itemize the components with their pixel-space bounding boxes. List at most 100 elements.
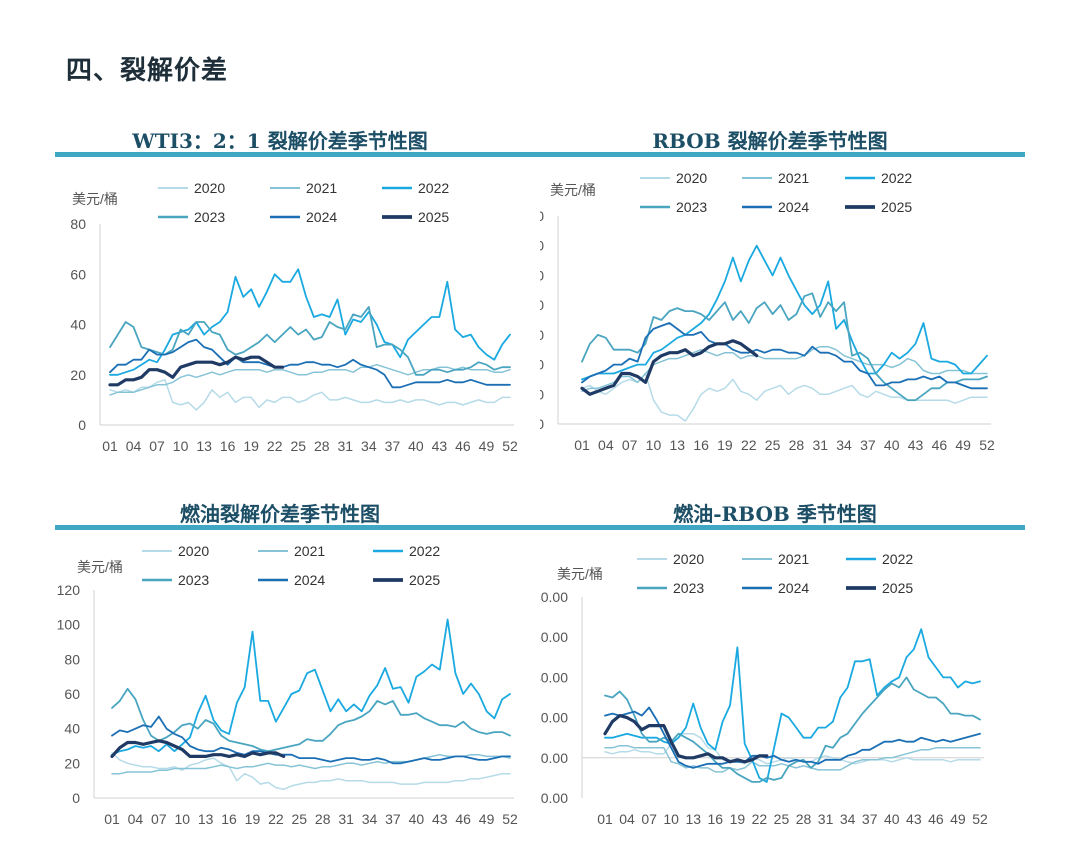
chart-wti-crack: 美元/桶 0 20 40 60 80 01 04 07 10 13 16 19 22 25 28 31 34 37 4… (70, 180, 518, 454)
series-line-2025 (110, 739, 286, 758)
x-tick-label: 10 (663, 811, 679, 827)
legend-label-2025: 2025 (882, 580, 913, 596)
series-line-2025 (580, 339, 759, 396)
x-tick-label: 40 (408, 438, 424, 454)
x-tick-label: 16 (693, 437, 709, 453)
x-tick-label: 19 (245, 811, 261, 827)
series-line-2025 (603, 714, 769, 764)
y-tick-label: 0.00 (541, 750, 568, 766)
x-tick-label: 01 (574, 437, 590, 453)
x-tick-label: 49 (950, 811, 966, 827)
y-tick-label: 50 (540, 267, 544, 283)
y-tick-label: -20.00 (540, 790, 568, 806)
x-tick-label: 01 (104, 811, 120, 827)
series-line-2022 (581, 244, 988, 381)
title-rule (55, 525, 545, 530)
chart-title: 燃油-RBOB 季节性图 (673, 502, 877, 526)
x-tick-label: 04 (598, 437, 614, 453)
chart-rbob-crack: 美元/桶 0 10 20 30 40 50 60 70 01 04 07 10 13 16 19 22 25 28 3… (540, 170, 995, 453)
y-tick-label: 40 (64, 721, 80, 737)
y-tick-label: 100 (57, 617, 81, 633)
y-tick-label: 20 (64, 755, 80, 771)
series-line-2022 (109, 268, 511, 376)
x-tick-label: 43 (432, 811, 448, 827)
x-tick-label: 28 (314, 438, 330, 454)
chart-panel-fuel-oil-crack: 燃油裂解价差季节性图 美元/桶 0 20 40 60 80 100 120 01 04 07 10 13… (55, 502, 545, 827)
series-line-2023 (581, 292, 988, 402)
x-tick-label: 13 (198, 811, 214, 827)
y-tick-label: 10 (540, 386, 544, 402)
x-tick-label: 46 (455, 811, 471, 827)
series-line-2024 (111, 715, 511, 765)
x-tick-label: 34 (362, 811, 378, 827)
x-tick-label: 49 (479, 811, 495, 827)
chart-fuel-oil-rbob: 美元/桶 -20.00 0.00 20.00 40.00 60.00 80.00 01 04 07… (540, 551, 988, 827)
x-tick-label: 52 (979, 437, 995, 453)
title-rule (55, 152, 545, 157)
legend-label-2023: 2023 (178, 572, 209, 588)
x-tick-label: 13 (685, 811, 701, 827)
y-tick-label: 120 (57, 582, 81, 598)
x-tick-label: 40 (884, 437, 900, 453)
y-tick-label: 60 (64, 686, 80, 702)
chart-panel-wti-crack: WTI3：2：1 裂解价差季节性图 美元/桶 0 20 40 60 80 01 04 07 10 1… (0, 0, 545, 460)
legend-label-2024: 2024 (778, 580, 809, 596)
legend-label-2023: 2023 (194, 209, 225, 225)
series-line-2020 (581, 372, 988, 422)
legend-label-2020: 2020 (673, 551, 704, 567)
x-tick-label: 22 (752, 811, 768, 827)
legend-label-2025: 2025 (418, 209, 449, 225)
chart-title: 燃油裂解价差季节性图 (180, 502, 380, 526)
x-tick-label: 52 (972, 811, 988, 827)
x-tick-label: 46 (928, 811, 944, 827)
y-tick-label: 80 (70, 216, 86, 232)
y-tick-label: 70 (540, 208, 544, 224)
x-tick-label: 37 (385, 438, 401, 454)
chart-title: RBOB 裂解价差季节性图 (652, 129, 888, 153)
legend-label-2020: 2020 (676, 170, 707, 186)
page-title: 四、裂解价差 (66, 56, 229, 86)
x-tick-label: 49 (955, 437, 971, 453)
legend-label-2022: 2022 (409, 543, 440, 559)
x-tick-label: 31 (818, 811, 834, 827)
x-tick-label: 34 (836, 437, 852, 453)
y-tick-label: 30 (540, 327, 544, 343)
x-tick-label: 19 (243, 438, 259, 454)
x-tick-label: 04 (619, 811, 635, 827)
y-tick-label: 20.00 (540, 710, 568, 726)
series-line-2020 (109, 379, 511, 411)
y-tick-label: 60 (540, 238, 544, 254)
x-tick-label: 07 (149, 438, 165, 454)
x-tick-label: 04 (126, 438, 142, 454)
legend-label-2024: 2024 (778, 199, 809, 215)
x-tick-label: 52 (502, 811, 518, 827)
x-tick-label: 01 (597, 811, 613, 827)
legend-label-2023: 2023 (676, 199, 707, 215)
legend-label-2021: 2021 (294, 543, 325, 559)
x-tick-label: 13 (196, 438, 212, 454)
series-line-2021 (109, 363, 511, 396)
x-tick-label: 43 (906, 811, 922, 827)
x-tick-label: 46 (455, 438, 471, 454)
x-tick-label: 01 (102, 438, 118, 454)
series-line-2023 (109, 306, 511, 376)
x-tick-label: 16 (220, 438, 236, 454)
x-tick-label: 37 (862, 811, 878, 827)
x-tick-label: 22 (267, 438, 283, 454)
y-tick-label: 20 (540, 357, 544, 373)
series-line-2021 (604, 744, 981, 773)
x-tick-label: 31 (812, 437, 828, 453)
series-line-2024 (581, 322, 988, 390)
legend-label-2023: 2023 (673, 580, 704, 596)
chart-title: WTI3：2：1 裂解价差季节性图 (132, 129, 428, 153)
legend-label-2021: 2021 (778, 551, 809, 567)
y-tick-label: 40 (70, 317, 86, 333)
x-tick-label: 31 (338, 438, 354, 454)
y-axis-label: 美元/桶 (72, 191, 118, 207)
series-line-2025 (108, 355, 285, 387)
series-line-2024 (109, 338, 511, 389)
legend-label-2021: 2021 (778, 170, 809, 186)
legend-label-2020: 2020 (178, 543, 209, 559)
y-tick-label: 40.00 (540, 669, 568, 685)
x-tick-label: 16 (221, 811, 237, 827)
